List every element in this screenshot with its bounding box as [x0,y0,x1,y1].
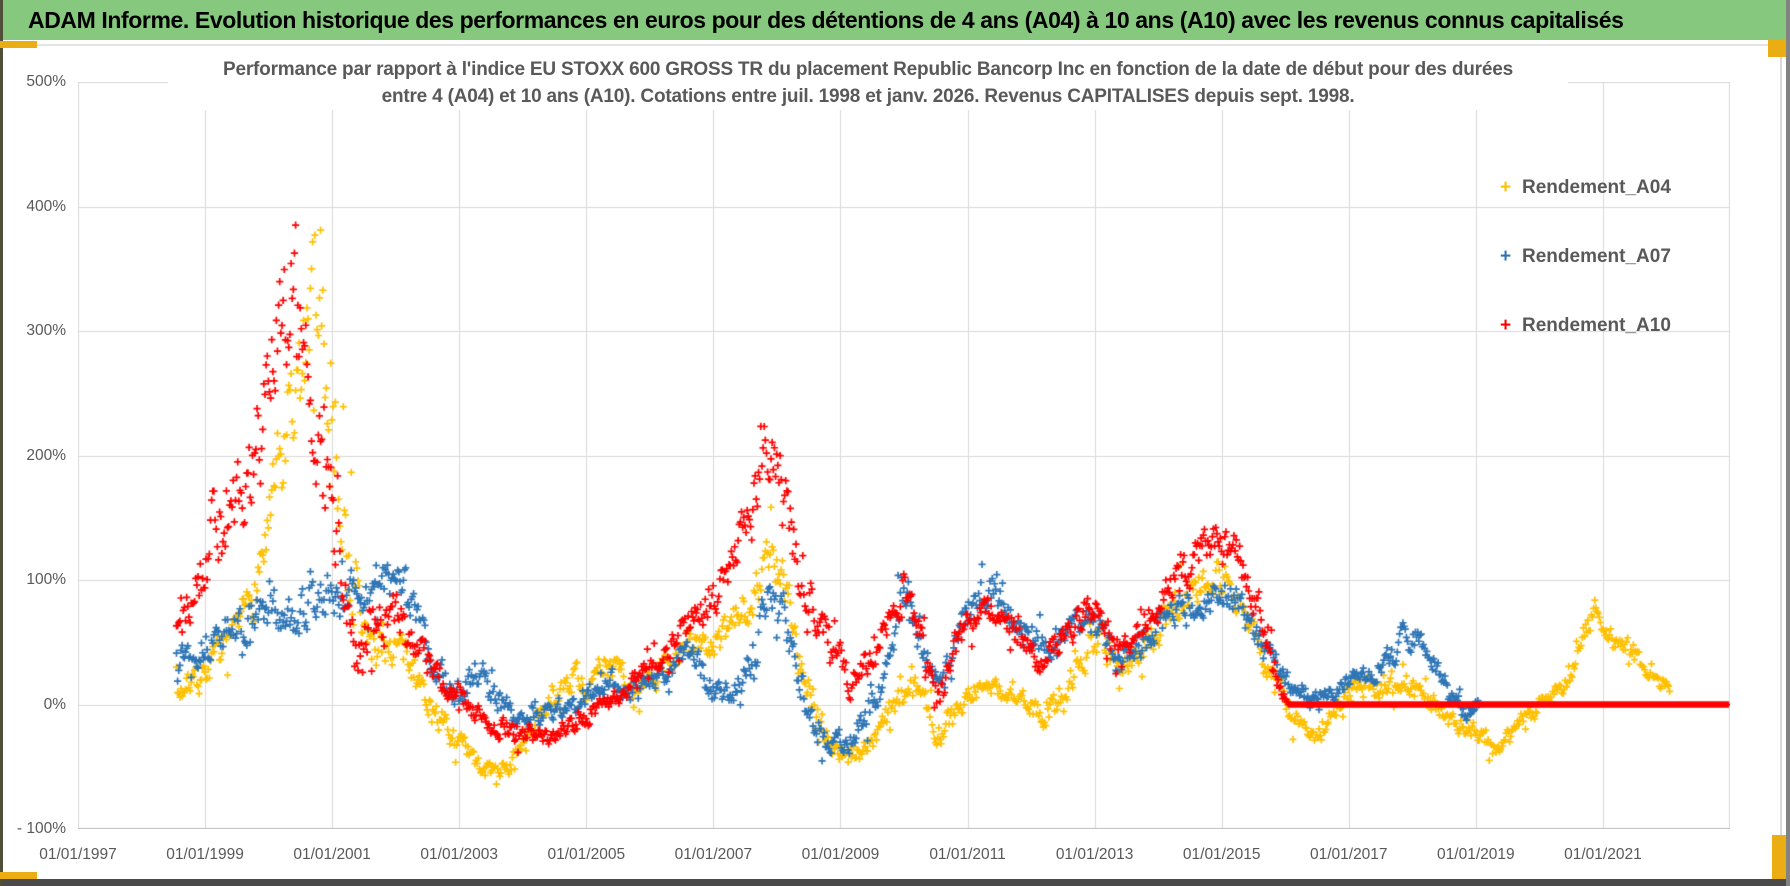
x-tick-label: 01/01/2007 [674,846,753,863]
plus-marker-icon: + [1500,245,1512,267]
x-tick-label: 01/01/2003 [420,846,498,863]
y-axis-tick-labels: 500% 400% 300% 200% 100% 0% - 100% [0,0,72,886]
window-right-edge [1786,0,1790,886]
x-tick-label: 01/01/2005 [547,846,626,863]
divider-line [0,44,1786,46]
legend-item-rendement_a04[interactable]: + Rendement_A04 [1500,174,1671,201]
gold-border-accent [0,41,37,48]
x-tick-label: 01/01/2015 [1182,846,1261,863]
legend-label: Rendement_A04 [1522,176,1671,198]
chart-legend: + Rendement_A04 + Rendement_A07 + Rendement_A… [1500,174,1671,381]
plus-marker-icon: + [1500,314,1512,336]
y-tick-label: 300% [26,322,66,339]
x-tick-label: 01/01/2021 [1564,846,1642,863]
y-tick-label: 0% [43,695,66,713]
y-tick-label: 500% [26,73,66,90]
chart-title-line-2: entre 4 (A04) et 10 ans (A10). Cotations… [381,85,1355,107]
y-tick-label: 200% [26,446,66,464]
gold-border-accent [0,872,37,879]
report-header-banner: ADAM Informe. Evolution historique des p… [0,0,1786,40]
scatter-plot-canvas [78,82,1730,829]
legend-item-rendement_a07[interactable]: + Rendement_A07 [1500,243,1671,270]
legend-item-rendement_a10[interactable]: + Rendement_A10 [1500,312,1671,339]
legend-label: Rendement_A07 [1522,245,1671,267]
chart-title: Performance par rapport à l'indice EU ST… [168,57,1568,110]
x-tick-label: 01/01/2019 [1437,846,1515,863]
x-tick-label: 01/01/2009 [801,846,880,863]
legend-label: Rendement_A10 [1522,314,1671,336]
x-tick-label: 01/01/2017 [1309,846,1388,863]
chart-frame-border [1780,56,1782,879]
x-tick-label: 01/01/1997 [39,846,117,863]
plus-marker-icon: + [1500,176,1512,198]
y-tick-label: 400% [26,197,66,215]
window-left-edge [0,0,3,886]
x-tick-label: 01/01/2001 [293,846,371,863]
chart-title-line-1: Performance par rapport à l'indice EU ST… [223,59,1513,80]
x-tick-label: 01/01/2013 [1055,846,1134,863]
x-tick-label: 01/01/2011 [929,846,1006,863]
window-bottom-edge [0,879,1790,886]
gold-border-accent [1768,40,1786,57]
y-tick-label: - 100% [16,820,66,837]
y-tick-label: 100% [26,571,66,588]
x-tick-label: 01/01/1999 [166,846,244,863]
gold-border-accent [1772,835,1786,879]
